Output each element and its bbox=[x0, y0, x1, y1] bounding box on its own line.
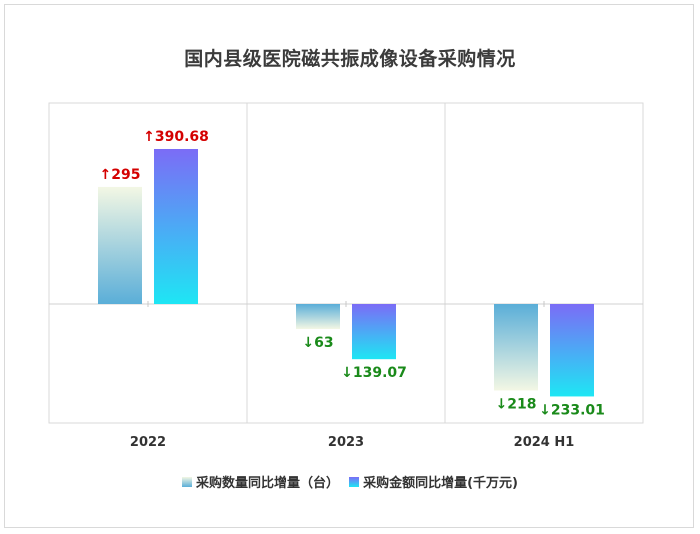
data-label: ↓218 bbox=[496, 396, 537, 412]
legend-label-amount: 采购金额同比增量(千万元) bbox=[363, 476, 518, 491]
bar-quantity bbox=[494, 304, 538, 391]
data-label: ↓139.07 bbox=[341, 365, 407, 381]
bar-amount bbox=[154, 149, 198, 304]
bar-amount bbox=[352, 304, 396, 360]
legend-label-quantity: 采购数量同比增量（台） bbox=[196, 476, 340, 491]
bar-amount bbox=[550, 304, 594, 397]
legend-item-quantity: 采购数量同比增量（台） bbox=[182, 472, 339, 491]
data-label: ↓233.01 bbox=[539, 402, 605, 418]
category-tick-label: 2023 bbox=[328, 435, 364, 450]
category-tick-label: 2024 H1 bbox=[514, 435, 575, 450]
data-label: ↓63 bbox=[302, 335, 333, 351]
legend-swatch-amount bbox=[349, 476, 360, 487]
category-tick-label: 2022 bbox=[130, 435, 166, 450]
chart-title: 国内县级医院磁共振成像设备采购情况 bbox=[184, 48, 516, 70]
legend: 采购数量同比增量（台） 采购金额同比增量(千万元) bbox=[0, 472, 700, 491]
data-label: ↑295 bbox=[100, 167, 141, 183]
plot-border bbox=[48, 102, 644, 424]
legend-item-amount: 采购金额同比增量(千万元) bbox=[349, 472, 518, 491]
legend-swatch-quantity bbox=[182, 476, 193, 487]
bar-quantity bbox=[296, 304, 340, 329]
data-label: ↑390.68 bbox=[143, 129, 209, 145]
bar-quantity bbox=[98, 186, 142, 304]
